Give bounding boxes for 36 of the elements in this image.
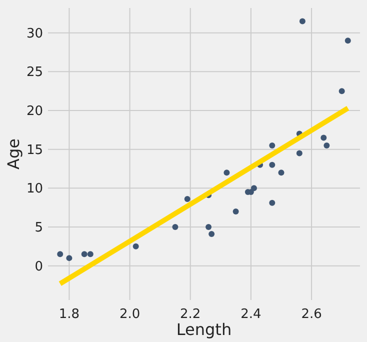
y-tick-label: 10 [26, 182, 43, 197]
point [250, 185, 257, 192]
y-tick-label: 15 [26, 142, 43, 158]
point [320, 134, 327, 141]
y-tick-label: 25 [26, 65, 43, 80]
y-tick-label: 0 [34, 259, 43, 274]
x-tick-label: 2.6 [301, 307, 322, 322]
point [224, 170, 230, 176]
point [344, 38, 351, 44]
x-tick-label: 2.0 [119, 307, 140, 322]
point [172, 224, 178, 230]
point [324, 142, 330, 148]
point [299, 18, 306, 24]
point [184, 196, 190, 202]
point [208, 230, 215, 237]
x-tick-label: 1.8 [58, 307, 80, 322]
point [66, 255, 72, 262]
point [269, 162, 276, 168]
point [278, 170, 284, 176]
point [132, 243, 139, 250]
x-tick-label: 2.2 [180, 307, 201, 322]
point [81, 251, 88, 258]
point [57, 251, 64, 258]
point [269, 200, 276, 206]
point [338, 88, 345, 94]
point [206, 224, 212, 230]
point [269, 142, 276, 148]
point [232, 208, 239, 214]
y-axis-title: Age [4, 138, 23, 170]
point [87, 251, 94, 258]
y-tick-label: 5 [34, 220, 43, 236]
point [296, 150, 302, 156]
y-tick-label: 30 [26, 26, 43, 42]
x-tick-label: 2.4 [240, 307, 262, 322]
y-tick-label: 20 [26, 104, 43, 120]
x-axis-title: Length [176, 320, 232, 339]
